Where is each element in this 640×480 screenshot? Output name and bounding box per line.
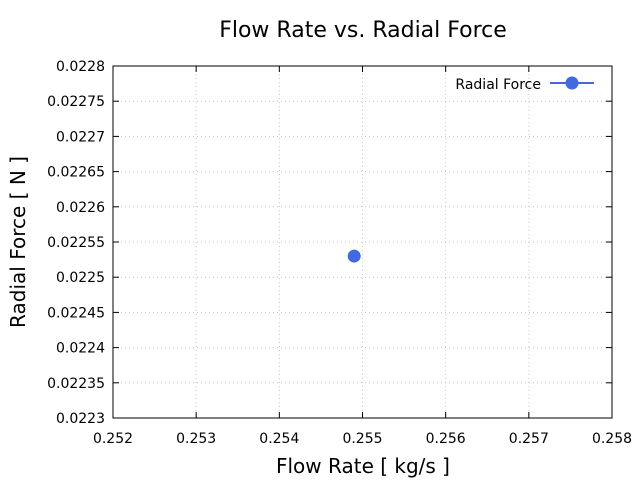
y-axis: 0.0223 0.02235 0.0224 0.02245 0.0225 0.02255 0… (47, 59, 612, 427)
y-tick-label: 0.0225 (56, 270, 105, 286)
x-tick-label: 0.256 (426, 431, 466, 447)
y-tick-label: 0.02255 (47, 235, 105, 251)
y-tick-label: 0.0223 (56, 411, 105, 427)
y-tick-label: 0.02275 (47, 94, 105, 110)
y-tick-label: 0.02235 (47, 376, 105, 392)
legend-marker (565, 76, 579, 90)
data-points (347, 249, 361, 263)
x-tick-label: 0.254 (259, 431, 299, 447)
y-tick-label: 0.02245 (47, 305, 105, 321)
data-point (347, 249, 361, 263)
x-tick-label: 0.253 (176, 431, 216, 447)
x-axis: 0.252 0.253 0.254 0.255 0.256 0.257 0.258 (93, 66, 632, 447)
x-tick-label: 0.258 (592, 431, 632, 447)
y-tick-label: 0.0228 (56, 59, 105, 75)
chart-title: Flow Rate vs. Radial Force (219, 18, 507, 43)
grid (113, 66, 612, 418)
legend: Radial Force (455, 76, 594, 93)
x-axis-label: Flow Rate [ kg/s ] (276, 454, 450, 478)
x-tick-label: 0.257 (509, 431, 549, 447)
y-tick-label: 0.0224 (56, 341, 105, 357)
y-tick-label: 0.0227 (56, 129, 105, 145)
y-tick-label: 0.0226 (56, 200, 105, 216)
legend-label: Radial Force (455, 77, 541, 93)
y-axis-label: Radial Force [ N ] (6, 156, 30, 328)
x-tick-label: 0.252 (93, 431, 133, 447)
y-tick-label: 0.02265 (47, 165, 105, 181)
x-tick-label: 0.255 (342, 431, 382, 447)
